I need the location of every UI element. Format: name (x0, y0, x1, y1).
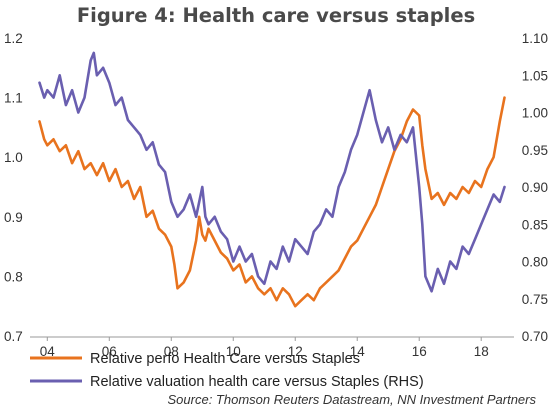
x-axis: 04 06 08 10 12 14 16 18 (30, 336, 514, 359)
right-tick-label: 0.90 (522, 180, 548, 195)
series-line-health-care-perfo (38, 96, 506, 308)
legend: Relative perfo Health Care versus Staple… (30, 351, 424, 390)
right-tick-label: 1.10 (522, 31, 548, 46)
right-tick-label: 1.00 (522, 106, 548, 121)
series-line-valuation (38, 51, 506, 293)
right-tick-label: 0.80 (522, 255, 548, 270)
right-axis: 0.70 0.75 0.80 0.85 0.90 0.95 1.00 1.05 1.10 (522, 31, 548, 344)
x-tick-label: 16 (412, 344, 427, 359)
legend-label-valuation: Relative valuation health care versus St… (90, 374, 424, 390)
left-tick-label: 0.7 (4, 329, 23, 344)
series-layer (38, 51, 506, 308)
left-tick-label: 1.0 (4, 150, 23, 165)
right-tick-label: 0.70 (522, 329, 548, 344)
x-tick-label: 18 (474, 344, 489, 359)
right-tick-label: 0.95 (522, 143, 548, 158)
left-tick-label: 0.8 (4, 269, 23, 284)
x-tick-label: 10 (226, 344, 241, 359)
x-tick-label: 06 (102, 344, 117, 359)
left-tick-label: 1.2 (4, 31, 23, 46)
right-tick-label: 1.05 (522, 68, 548, 83)
left-tick-label: 0.9 (4, 210, 23, 225)
x-tick-label: 12 (288, 344, 303, 359)
x-tick-label: 04 (40, 344, 56, 359)
chart-title: Figure 4: Health care versus staples (77, 4, 475, 27)
right-tick-label: 0.75 (522, 292, 548, 307)
x-tick-label: 08 (164, 344, 179, 359)
x-tick-label: 14 (350, 344, 366, 359)
source-note: Source: Thomson Reuters Datastream, NN I… (168, 392, 537, 407)
left-tick-label: 1.1 (4, 91, 23, 106)
legend-label-health-care-perfo: Relative perfo Health Care versus Staple… (90, 351, 360, 367)
left-axis: 0.7 0.8 0.9 1.0 1.1 1.2 (4, 31, 23, 344)
right-tick-label: 0.85 (522, 217, 548, 232)
